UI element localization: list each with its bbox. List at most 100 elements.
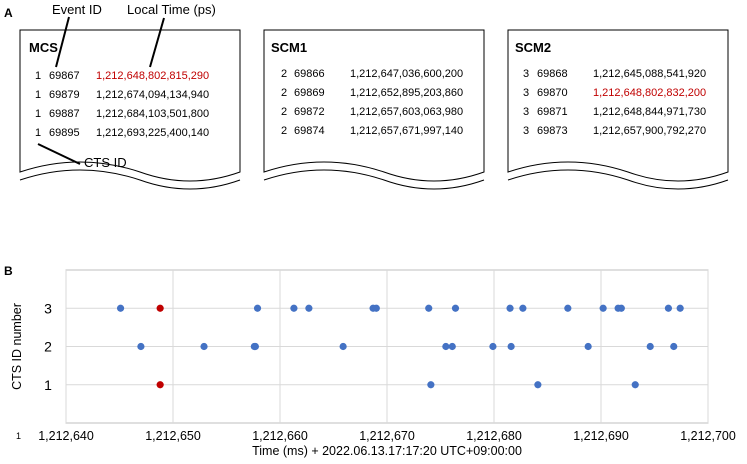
table-mcs-title: MCS — [29, 40, 58, 55]
table-row-event: 69871 — [537, 106, 568, 118]
x-axis-title: Time (ms) + 2022.06.13.17:17:20 UTC+09:0… — [252, 444, 522, 458]
data-point — [599, 304, 607, 312]
table-row-time: 1,212,647,036,600,200 — [350, 68, 463, 80]
table-row-event: 69868 — [537, 68, 568, 80]
data-point-highlight — [156, 304, 164, 312]
data-point — [200, 342, 208, 351]
table-scm2-tear — [507, 169, 729, 190]
data-point — [584, 342, 592, 351]
data-point — [489, 342, 497, 351]
table-scm2-title: SCM2 — [515, 40, 551, 55]
table-row-time: 1,212,657,671,997,140 — [350, 125, 463, 137]
table-mcs-rows: 1 69867 1,212,648,802,815,290 1 69879 1,… — [35, 70, 209, 139]
table-row-cts: 1 — [35, 108, 41, 120]
table-mcs-tear — [19, 169, 241, 190]
panel-b-label: B — [4, 264, 13, 278]
data-point — [290, 304, 298, 312]
table-row-cts: 3 — [523, 87, 529, 99]
annotation-cts-id: CTS ID — [84, 155, 127, 170]
table-row-cts: 3 — [523, 125, 529, 137]
annotation-cts-id-pointer — [37, 143, 81, 165]
data-point — [339, 342, 347, 351]
data-point — [670, 342, 678, 351]
table-row-event: 69874 — [294, 125, 325, 137]
data-point — [427, 381, 435, 389]
data-point — [519, 304, 527, 312]
table-row-cts: 1 — [35, 127, 41, 139]
table-row-time: 1,212,652,895,203,860 — [350, 87, 463, 99]
table-scm2-frame — [507, 29, 729, 182]
annotation-local-time-pointer — [149, 17, 165, 68]
x-tick-label: 1,212,700 — [680, 429, 736, 443]
data-point — [664, 304, 673, 312]
table-row-time: 1,212,648,802,815,290 — [96, 70, 209, 82]
annotation-event-id: Event ID — [52, 2, 102, 17]
table-row-cts: 2 — [281, 68, 287, 80]
table-row-cts: 3 — [523, 106, 529, 118]
x-tick-label: 1,212,650 — [145, 429, 201, 443]
data-point — [631, 381, 639, 389]
data-point — [448, 342, 456, 351]
table-row-cts: 1 — [35, 89, 41, 101]
x-tick-label: 1,212,690 — [573, 429, 629, 443]
scatter-chart: 1,212,640 1,212,650 1,212,660 1,212,670 1,21… — [10, 269, 736, 458]
annotation-event-id-pointer — [55, 16, 70, 68]
data-point — [617, 304, 625, 312]
table-row-cts: 1 — [35, 70, 41, 82]
table-mcs: MCS 1 69867 1,212,648,802,815,290 1 6987… — [19, 29, 241, 190]
table-row-event: 69869 — [294, 87, 325, 99]
table-row-event: 69866 — [294, 68, 325, 80]
table-mcs-frame — [19, 29, 241, 182]
data-point — [253, 304, 262, 312]
table-row-time: 1,212,645,088,541,920 — [593, 68, 706, 80]
data-point — [372, 304, 380, 312]
table-scm1-title: SCM1 — [271, 40, 307, 55]
table-scm2: SCM2 3 69868 1,212,645,088,541,920 3 698… — [507, 29, 729, 190]
table-scm1-frame — [263, 29, 485, 182]
y-tick-label: 2 — [44, 339, 52, 355]
data-point — [534, 381, 542, 389]
data-point — [451, 304, 460, 312]
origin-label: 1 — [16, 431, 21, 441]
data-point — [506, 304, 514, 312]
x-tick-label: 1,212,640 — [38, 429, 94, 443]
data-point-highlight — [156, 381, 164, 389]
table-row-cts: 2 — [281, 87, 287, 99]
x-tick-label: 1,212,680 — [466, 429, 522, 443]
data-point — [137, 342, 145, 351]
table-row-time: 1,212,674,094,134,940 — [96, 89, 209, 101]
data-point — [116, 304, 125, 312]
table-row-event: 69873 — [537, 125, 568, 137]
table-scm1-rows: 2 69866 1,212,647,036,600,200 2 69869 1,… — [281, 68, 463, 137]
table-scm1-tear — [263, 169, 485, 190]
annotations: Event ID Local Time (ps) CTS ID — [37, 2, 216, 170]
data-point — [507, 342, 515, 351]
data-point — [646, 342, 654, 351]
table-row-event: 69879 — [49, 89, 80, 101]
table-row-time: 1,212,648,844,971,730 — [593, 106, 706, 118]
data-point — [425, 304, 433, 312]
y-tick-label: 3 — [44, 300, 52, 316]
table-row-event: 69867 — [49, 70, 80, 82]
data-point — [305, 304, 313, 312]
table-row-event: 69895 — [49, 127, 80, 139]
data-point — [251, 342, 259, 351]
panel-a-label: A — [4, 6, 13, 20]
table-row-event: 69872 — [294, 106, 325, 118]
table-scm2-rows: 3 69868 1,212,645,088,541,920 3 69870 1,… — [523, 68, 706, 137]
data-point — [564, 304, 572, 312]
table-row-event: 69870 — [537, 87, 568, 99]
annotation-local-time: Local Time (ps) — [127, 2, 216, 17]
table-row-cts: 3 — [523, 68, 529, 80]
y-axis-title: CTS ID number — [10, 303, 24, 390]
table-scm1: SCM1 2 69866 1,212,647,036,600,200 2 698… — [263, 29, 485, 190]
x-tick-label: 1,212,660 — [252, 429, 308, 443]
data-point — [442, 342, 450, 351]
y-tick-label: 1 — [44, 377, 52, 393]
table-row-time: 1,212,648,802,832,200 — [593, 87, 706, 99]
table-row-event: 69887 — [49, 108, 80, 120]
table-row-time: 1,212,684,103,501,800 — [96, 108, 209, 120]
table-row-cts: 2 — [281, 106, 287, 118]
table-row-cts: 2 — [281, 125, 287, 137]
